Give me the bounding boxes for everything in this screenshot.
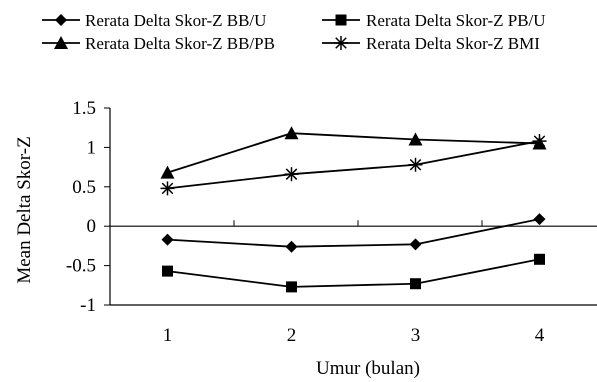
data-point — [532, 134, 547, 149]
x-tick-label: 2 — [287, 325, 297, 346]
y-tick-label: -1 — [80, 295, 96, 316]
plot-area: -1 -0.5 0 0.5 1 1.5 1 2 3 4 — [66, 98, 597, 346]
legend-marker — [55, 14, 67, 26]
legend: Rerata Delta Skor-Z BB/U Rerata Delta Sko… — [42, 11, 546, 53]
legend-marker — [335, 14, 347, 26]
series-line — [167, 218, 540, 248]
y-tick-label: 0 — [87, 216, 97, 237]
data-point — [284, 126, 299, 140]
data-point — [408, 132, 423, 146]
series-2 — [162, 253, 545, 293]
series-3 — [160, 126, 547, 179]
data-point — [410, 278, 421, 290]
data-point — [409, 238, 422, 251]
series-line — [167, 140, 540, 190]
y-axis-title: Mean Delta Skor-Z — [14, 136, 35, 283]
y-tick-label: 1.5 — [72, 98, 96, 119]
legend-label: Rerata Delta Skor-Z BB/U — [85, 11, 266, 30]
y-tick-label: 0.5 — [72, 177, 96, 198]
data-point — [161, 233, 174, 246]
data-point — [162, 265, 173, 277]
legend-entry: Rerata Delta Skor-Z PB/U — [322, 11, 546, 30]
legend-marker — [54, 36, 68, 49]
data-point — [533, 213, 546, 226]
legend-label: Rerata Delta Skor-Z BMI — [366, 34, 540, 53]
legend-entry: Rerata Delta Skor-Z BMI — [322, 34, 540, 53]
data-point — [285, 240, 298, 253]
series-line — [167, 258, 540, 288]
x-axis-title: Umur (bulan) — [316, 358, 420, 379]
y-tick-label: -0.5 — [66, 256, 96, 277]
x-tick-label: 1 — [163, 325, 173, 346]
series-1 — [161, 213, 546, 253]
data-point — [160, 165, 175, 179]
data-point — [534, 253, 545, 265]
data-point — [286, 281, 297, 293]
x-tick-label: 4 — [535, 325, 545, 346]
data-point — [408, 157, 423, 172]
data-point — [160, 181, 175, 196]
y-tick-label: 1 — [87, 137, 97, 158]
data-point — [284, 167, 299, 182]
legend-entry: Rerata Delta Skor-Z BB/PB — [42, 34, 275, 53]
legend-label: Rerata Delta Skor-Z BB/PB — [85, 34, 275, 53]
series-4 — [160, 134, 547, 196]
legend-label: Rerata Delta Skor-Z PB/U — [366, 11, 546, 30]
x-tick-label: 3 — [411, 325, 421, 346]
series-line — [167, 132, 540, 174]
legend-marker — [334, 36, 348, 50]
legend-entry: Rerata Delta Skor-Z BB/U — [42, 11, 266, 30]
